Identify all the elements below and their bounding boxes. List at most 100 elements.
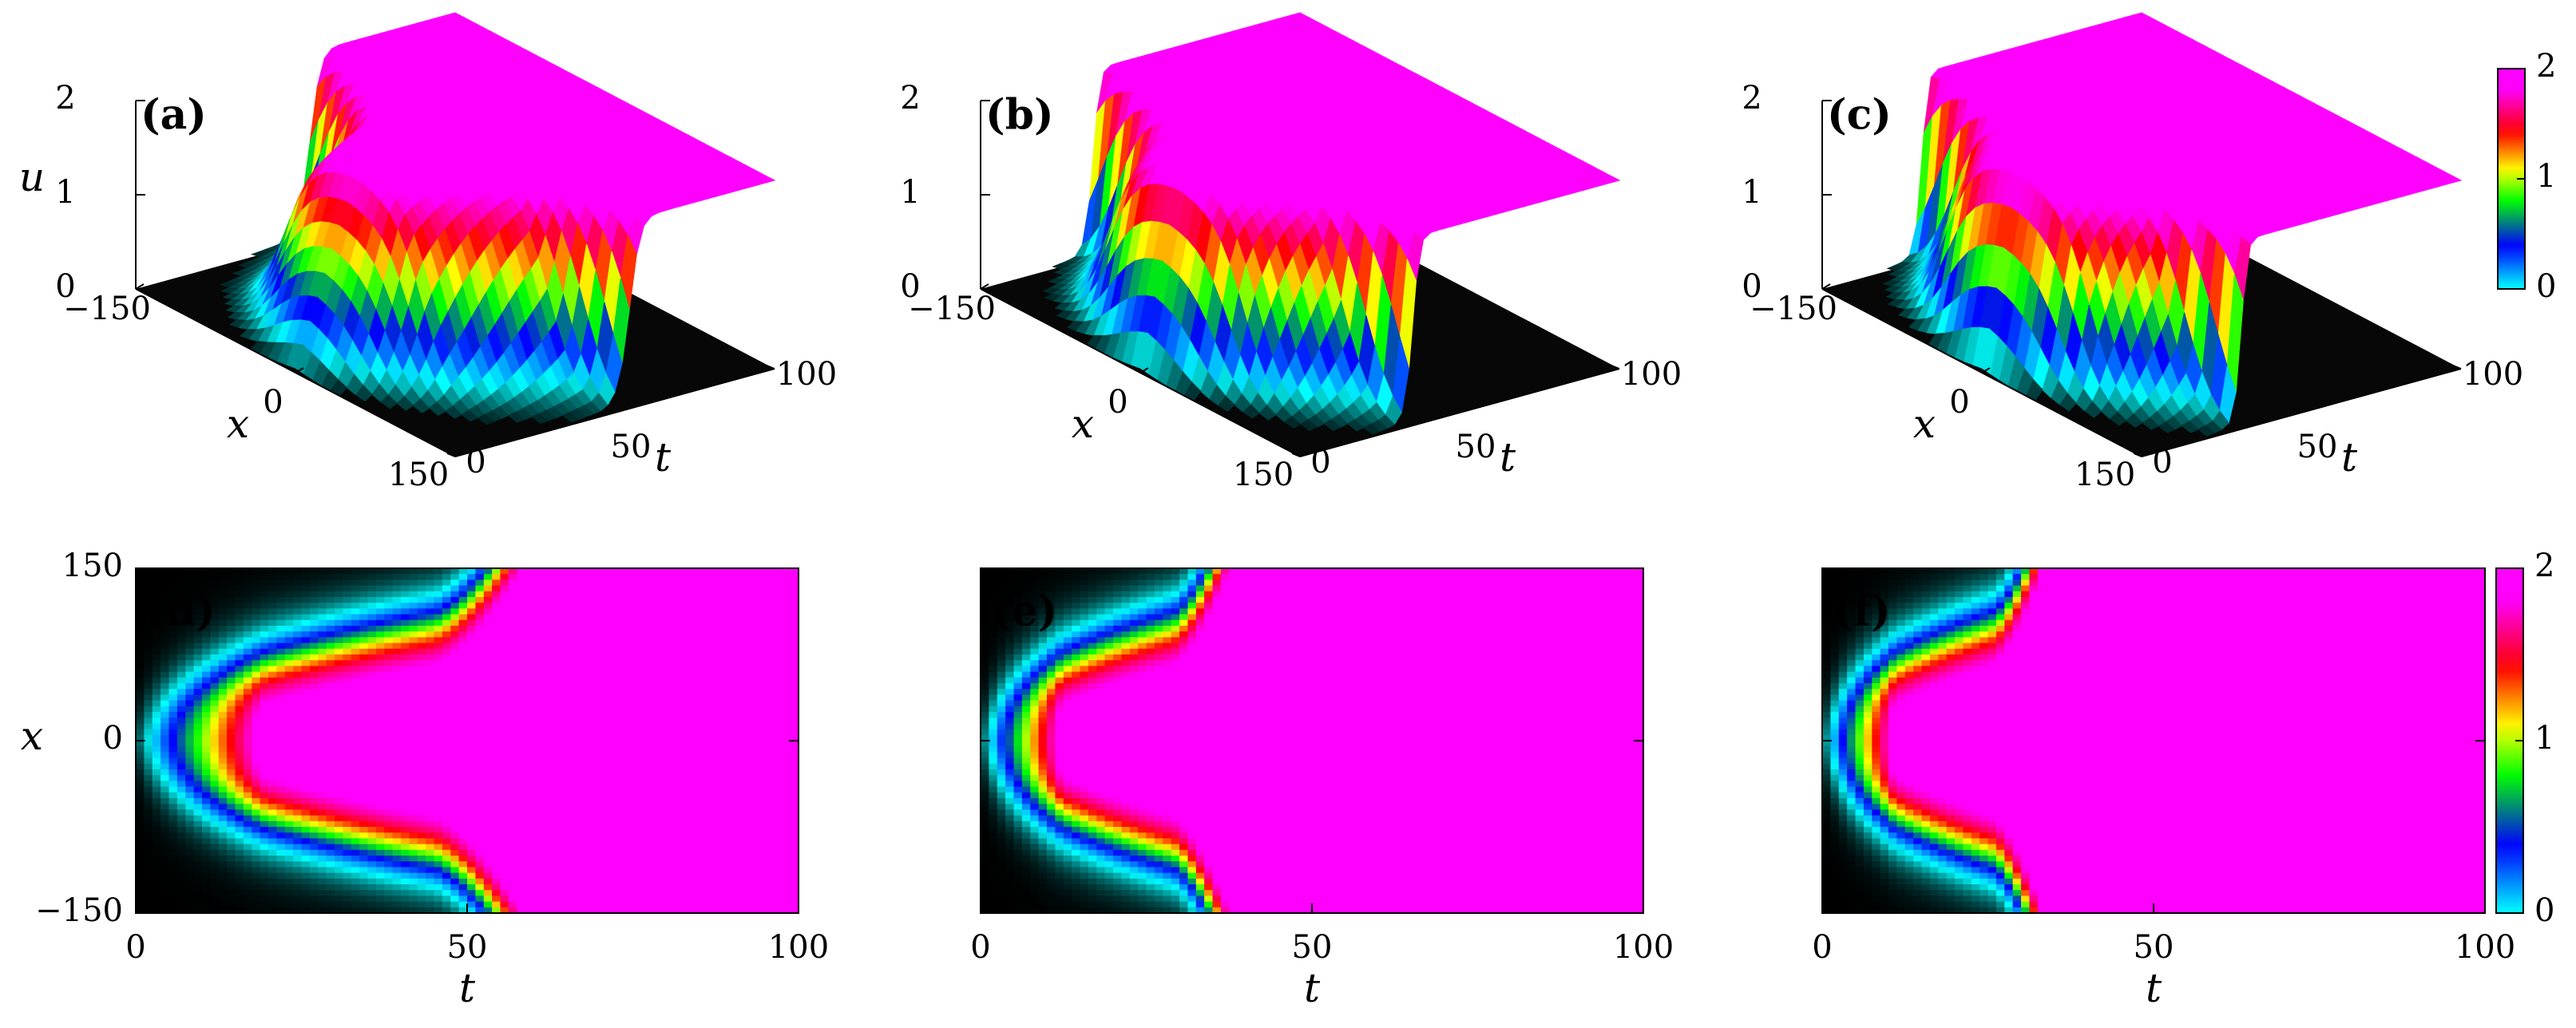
heatmap-cell [765, 626, 775, 632]
heatmap-cell [284, 689, 294, 696]
heatmap-cell [657, 757, 667, 765]
heatmap-cell [152, 752, 161, 759]
heatmap-cell [997, 729, 1006, 736]
heatmap-cell [600, 689, 609, 696]
heatmap-cell [260, 574, 269, 581]
heatmap-cell [790, 820, 799, 828]
heatmap-cell [483, 614, 493, 621]
heatmap-cell [674, 660, 684, 667]
heatmap-cell [168, 820, 178, 828]
heatmap-cell [549, 626, 559, 632]
heatmap-cell [417, 896, 426, 903]
heatmap-cell [318, 798, 327, 805]
heatmap-cell [326, 792, 335, 799]
heatmap-cell [260, 637, 269, 644]
heatmap-cell [492, 907, 501, 914]
heatmap-cell [193, 689, 203, 696]
heatmap-cell [608, 614, 617, 621]
heatmap-cell [309, 741, 319, 747]
heatmap-cell [450, 642, 460, 650]
heatmap-cell [649, 654, 659, 661]
heatmap-cell [161, 654, 170, 661]
heatmap-cell [450, 901, 460, 908]
heatmap-cell [235, 574, 244, 581]
heatmap-cell [691, 626, 700, 632]
heatmap-cell [218, 832, 228, 840]
heatmap-cell [301, 671, 311, 678]
heatmap-cell [740, 591, 750, 598]
heatmap-cell [401, 597, 410, 603]
heatmap-cell [699, 775, 708, 782]
heatmap-cell [458, 597, 468, 603]
heatmap-cell [574, 597, 585, 603]
heatmap-cell [765, 844, 775, 851]
heatmap-cell [252, 706, 261, 713]
heatmap-cell [293, 820, 303, 828]
heatmap-cell [193, 896, 203, 903]
heatmap-cell [343, 734, 352, 741]
heatmap-cell [458, 809, 468, 816]
heatmap-cell [541, 741, 551, 747]
heatmap-cell [442, 890, 452, 897]
heatmap-cell [417, 608, 426, 615]
heatmap-cell [434, 867, 443, 874]
heatmap-cell [558, 619, 568, 627]
heatmap-cell [252, 614, 261, 621]
heatmap-cell [293, 603, 303, 610]
heatmap-cell [549, 694, 559, 702]
heatmap-cell [657, 712, 667, 718]
heatmap-cell [268, 677, 278, 684]
heatmap-cell [202, 671, 212, 678]
heatmap-cell [260, 654, 269, 661]
heatmap-cell [384, 712, 394, 718]
heatmap-cell [392, 568, 402, 575]
heatmap-cell [616, 890, 625, 897]
heatmap-cell [168, 614, 178, 621]
heatmap-cell [450, 729, 460, 736]
heatmap-cell [343, 901, 352, 908]
heatmap-cell [616, 815, 625, 822]
heatmap-cell [508, 827, 518, 833]
heatmap-cell [723, 769, 733, 776]
heatmap-cell [168, 683, 178, 690]
heatmap-cell [293, 694, 303, 702]
heatmap-cell [549, 849, 559, 856]
heatmap-cell [723, 729, 733, 736]
heatmap-cell [351, 820, 360, 828]
heatmap-cell [533, 827, 543, 833]
heatmap-cell [252, 809, 261, 816]
heatmap-cell [136, 884, 145, 891]
heatmap-cell [483, 763, 493, 770]
heatmap-cell [583, 614, 592, 621]
heatmap-cell [343, 642, 352, 650]
heatmap-cell [549, 574, 559, 581]
heatmap-cell [715, 660, 725, 667]
heatmap-cell [624, 820, 634, 828]
heatmap-cell [458, 872, 468, 880]
heatmap-cell [343, 689, 352, 696]
heatmap-cell [384, 585, 394, 592]
heatmap-cell [442, 815, 452, 822]
heatmap-cell [517, 907, 526, 914]
heatmap-cell [782, 763, 791, 770]
heatmap-cell [699, 608, 708, 615]
heatmap-cell [260, 746, 269, 753]
heatmap-cell [136, 752, 145, 759]
heatmap-cell [691, 597, 700, 603]
heatmap-cell [608, 856, 617, 862]
heatmap-cell [699, 579, 708, 587]
heatmap-cell [409, 792, 418, 799]
heatmap-cell [566, 660, 576, 667]
heatmap-cell [335, 694, 344, 702]
heatmap-cell [144, 568, 153, 575]
heatmap-cell [161, 660, 170, 667]
heatmap-cell [483, 712, 493, 718]
heatmap-cell [981, 781, 990, 788]
heatmap-cell [434, 820, 443, 828]
heatmap-cell [616, 763, 625, 770]
heatmap-cell [359, 694, 369, 702]
heatmap-cell [591, 781, 600, 788]
heatmap-cell [227, 752, 236, 759]
heatmap-cell [624, 626, 634, 632]
heatmap-cell [566, 872, 576, 880]
